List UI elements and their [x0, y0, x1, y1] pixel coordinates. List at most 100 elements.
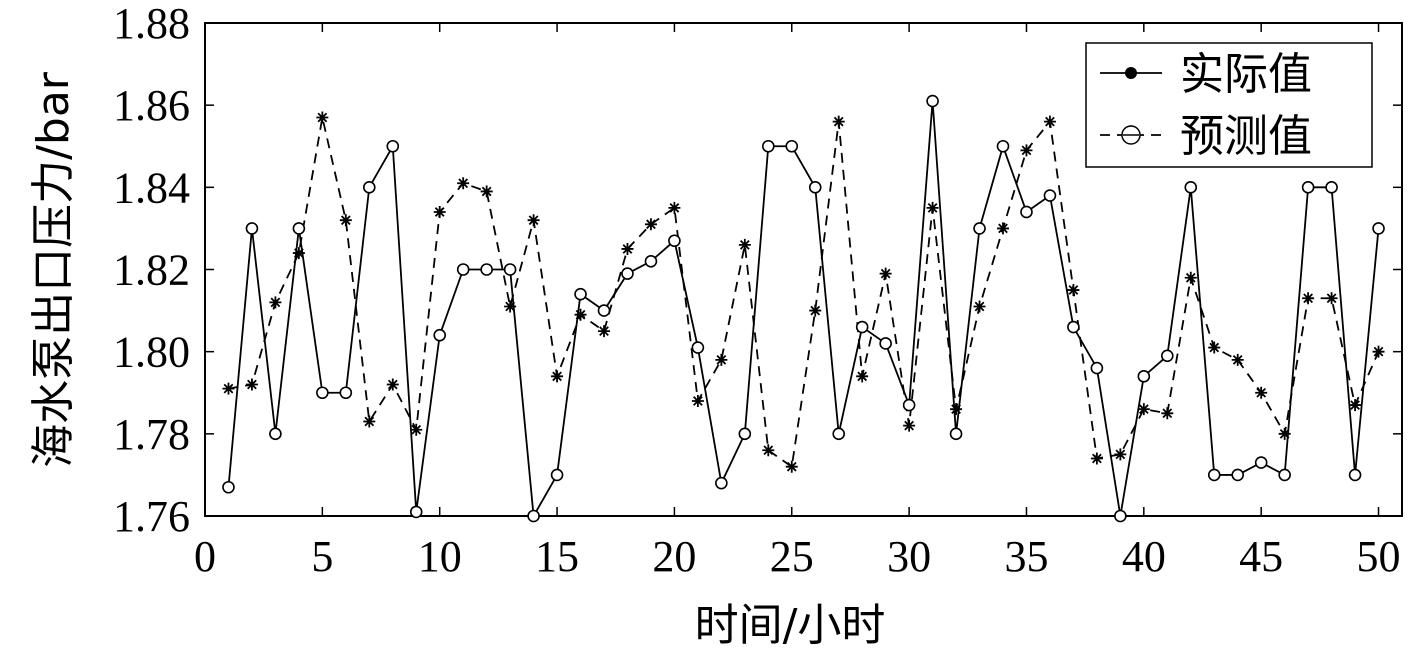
x-tick-label: 50: [1357, 532, 1401, 581]
predicted-point: [903, 419, 916, 432]
predicted-point: [715, 353, 728, 366]
actual-point: [715, 476, 728, 490]
actual-point: [879, 337, 892, 350]
actual-point: [503, 263, 517, 276]
predicted-point: [997, 222, 1009, 235]
predicted-point: [668, 201, 681, 214]
actual-point: [1278, 468, 1291, 482]
legend-label-predicted: 预测值: [1180, 111, 1312, 162]
actual-point: [855, 320, 869, 334]
actual-point: [597, 304, 611, 317]
predicted-point: [527, 214, 540, 227]
predicted-point: [1043, 115, 1056, 128]
series-predicted: [222, 111, 1385, 473]
predicted-point: [621, 242, 634, 255]
predicted-point: [386, 378, 399, 391]
x-tick-label: 45: [1239, 532, 1283, 581]
actual-point: [902, 398, 916, 412]
x-tick-label: 5: [311, 532, 333, 581]
y-tick-label: 1.78: [113, 410, 190, 459]
predicted-point: [644, 218, 657, 231]
predicted-point: [1231, 353, 1244, 366]
actual-point: [1348, 468, 1362, 482]
predicted-line: [228, 117, 1380, 469]
predicted-point: [504, 300, 517, 313]
actual-point: [1372, 222, 1385, 235]
x-tick-label: 15: [535, 532, 579, 581]
predicted-point: [926, 201, 939, 214]
y-tick-label: 1.84: [113, 163, 190, 212]
predicted-point: [292, 247, 305, 260]
predicted-point: [762, 444, 775, 457]
predicted-point: [245, 378, 258, 391]
predicted-point: [410, 423, 423, 436]
actual-point: [785, 139, 799, 153]
actual-point: [292, 222, 306, 235]
predicted-point: [1208, 341, 1221, 354]
predicted-point: [1325, 292, 1338, 305]
predicted-point: [480, 185, 493, 198]
actual-point: [433, 328, 447, 342]
series-actual: [222, 94, 1385, 523]
y-tick-label: 1.88: [113, 0, 190, 48]
predicted-point: [1067, 284, 1080, 297]
actual-point: [832, 427, 846, 441]
legend-box: [1085, 42, 1373, 168]
actual-point: [1254, 456, 1268, 469]
x-tick-label: 0: [194, 532, 216, 581]
predicted-point: [574, 308, 587, 321]
actual-point: [1325, 181, 1338, 194]
actual-point: [926, 94, 939, 108]
y-tick-label: 1.86: [113, 81, 190, 130]
axes: 0 5 10 15 20 25 30 35 40 45 50 1.76 1.78 1.80 1.82 1.84…: [113, 0, 1402, 581]
actual-point: [691, 341, 705, 354]
x-tick-label: 40: [1122, 532, 1166, 581]
actual-point: [386, 139, 400, 153]
actual-point: [1184, 181, 1198, 194]
predicted-point: [691, 394, 704, 407]
actual-point: [527, 509, 540, 523]
predicted-point: [1255, 386, 1268, 399]
actual-point: [1301, 181, 1315, 194]
y-tick-label: 1.76: [113, 492, 190, 541]
actual-point: [1231, 468, 1245, 482]
predicted-point: [1114, 448, 1127, 461]
legend: 实际值 预测值: [1085, 42, 1373, 168]
predicted-point: [1349, 399, 1362, 412]
actual-point: [1020, 205, 1033, 219]
actual-point: [222, 480, 235, 494]
predicted-point: [738, 238, 751, 251]
actual-point: [738, 427, 752, 441]
predicted-point: [316, 111, 329, 124]
legend-label-actual: 实际值: [1180, 49, 1312, 100]
actual-point: [621, 267, 634, 280]
actual-point: [456, 263, 470, 276]
actual-point: [1090, 361, 1104, 375]
predicted-point: [785, 460, 798, 473]
actual-point: [1207, 468, 1221, 482]
legend-marker-actual: [1125, 67, 1137, 79]
actual-point: [1114, 509, 1127, 523]
predicted-point: [339, 214, 352, 227]
predicted-point: [832, 115, 845, 128]
x-tick-label: 30: [887, 532, 931, 581]
predicted-point: [879, 267, 892, 280]
predicted-point: [1090, 452, 1103, 465]
actual-point: [409, 505, 423, 519]
actual-point: [362, 181, 376, 194]
x-tick-label: 25: [770, 532, 814, 581]
actual-point: [269, 427, 282, 441]
predicted-point: [973, 300, 986, 313]
actual-point: [574, 287, 587, 301]
x-tick-label: 10: [418, 532, 462, 581]
predicted-point: [269, 296, 282, 309]
actual-point: [1137, 370, 1151, 383]
predicted-point: [1137, 403, 1150, 416]
predicted-point: [457, 177, 470, 190]
actual-point: [1160, 349, 1174, 363]
actual-line: [227, 100, 1380, 519]
actual-point: [996, 139, 1010, 153]
actual-point: [1043, 189, 1057, 202]
predicted-point: [598, 325, 610, 338]
predicted-point: [1278, 427, 1291, 440]
